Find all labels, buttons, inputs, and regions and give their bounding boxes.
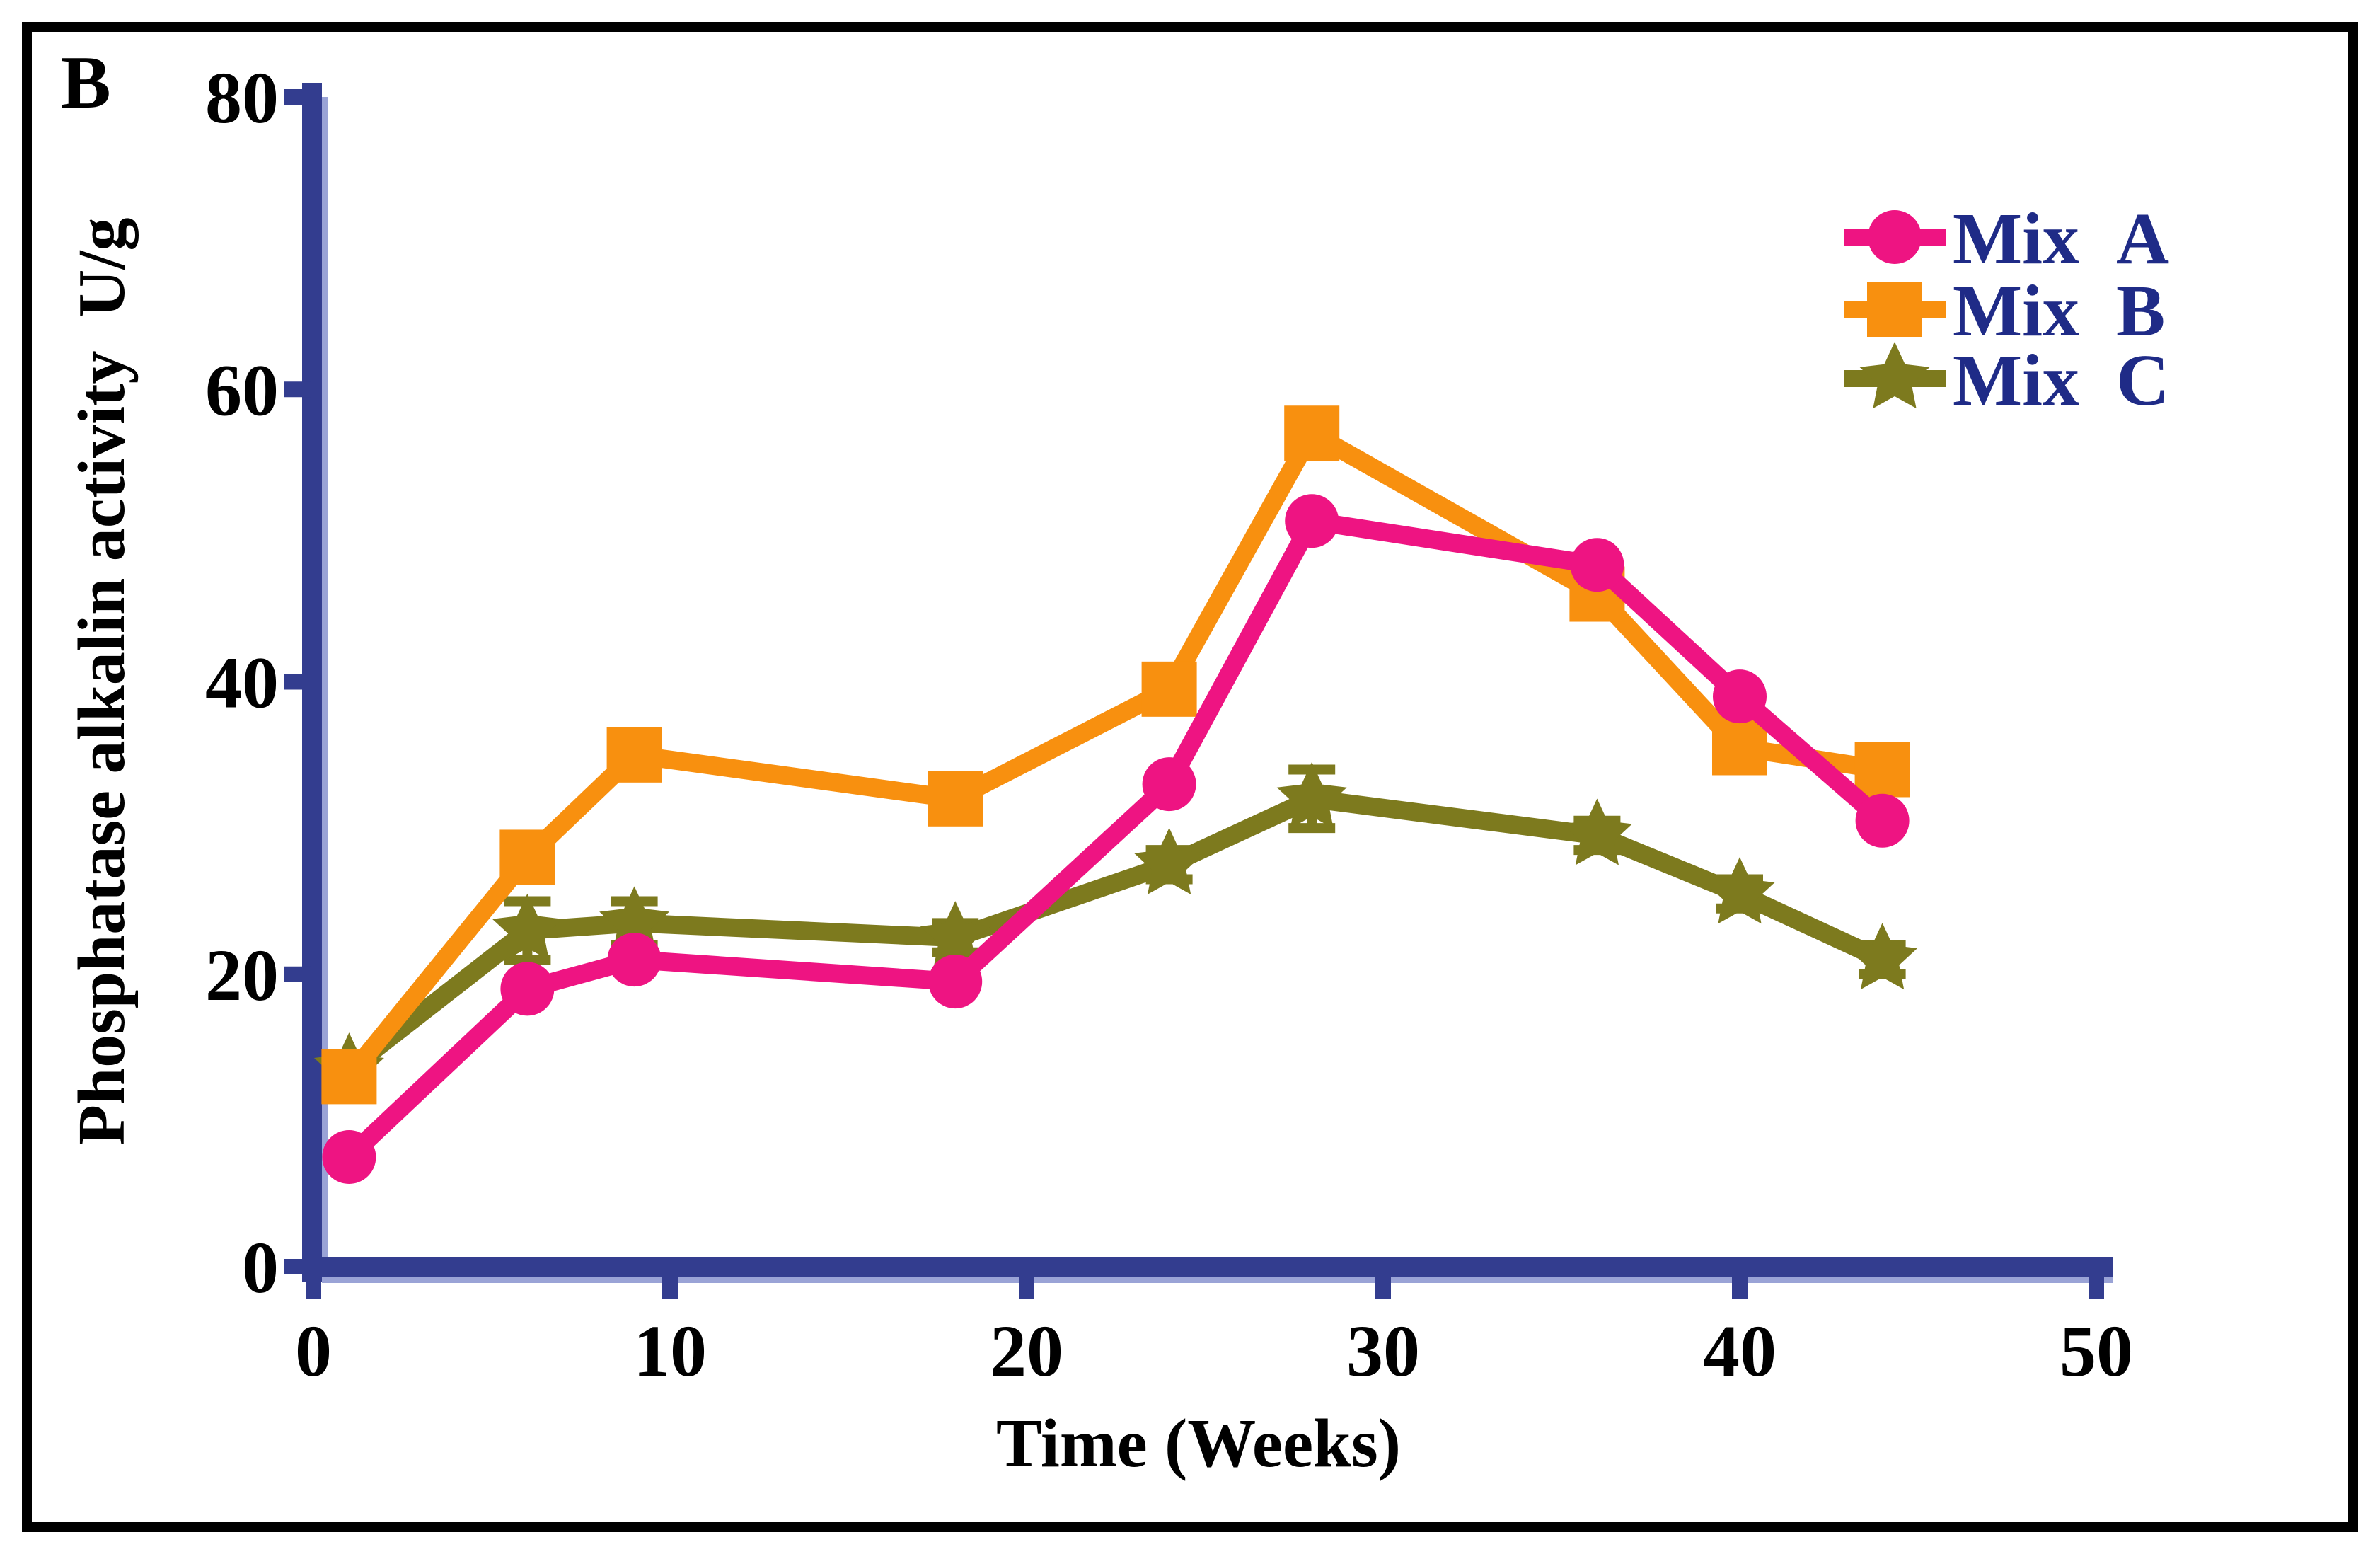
marker-mix-c [599, 886, 670, 953]
axes: 0 20 40 60 80 0 10 20 30 40 50 [205, 57, 2133, 1392]
y-tick-label: 60 [205, 350, 279, 431]
y-axis-title: Phosphatase alkalin activity U/g [65, 218, 139, 1146]
marker-mix-b [1284, 405, 1340, 461]
marker-mix-b [321, 1049, 377, 1105]
marker-mix-a [1285, 494, 1339, 548]
y-tick [284, 966, 311, 982]
legend-label: Mix C [1953, 340, 2169, 421]
marker-mix-b [606, 727, 662, 783]
marker-mix-a [322, 1130, 376, 1185]
x-axis-title: Time (Weeks) [996, 1405, 1401, 1481]
marker-mix-c [1561, 798, 1632, 865]
marker-mix-a [1142, 757, 1196, 812]
x-tick [1732, 1274, 1748, 1299]
x-tick-label: 50 [2060, 1311, 2133, 1392]
marker-mix-b [1141, 661, 1197, 717]
y-tick-label: 40 [205, 643, 279, 724]
marker-mix-b [1712, 720, 1767, 776]
plot-area [313, 405, 1918, 1185]
legend-marker-circle-icon [1868, 210, 1922, 264]
marker-mix-b [499, 829, 555, 885]
y-axis-highlight [322, 97, 328, 1267]
marker-mix-c [1704, 857, 1775, 924]
marker-mix-a [607, 933, 662, 987]
marker-mix-c [1847, 923, 1918, 990]
marker-mix-b [1854, 742, 1910, 798]
marker-mix-a [1713, 669, 1767, 724]
panel-label: B [61, 41, 111, 124]
legend-label: Mix B [1953, 270, 2165, 352]
marker-mix-a [1855, 793, 1910, 848]
marker-mix-a [500, 962, 555, 1016]
y-tick [284, 89, 311, 105]
marker-mix-c [920, 901, 990, 968]
y-tick [284, 1259, 311, 1274]
x-tick [306, 1274, 321, 1299]
x-tick-label: 30 [1346, 1311, 1420, 1392]
marker-mix-c [492, 893, 562, 960]
legend-marker-star-icon [1859, 342, 1930, 409]
x-tick-label: 40 [1703, 1311, 1777, 1392]
y-tick-label: 80 [205, 57, 279, 139]
legend-label: Mix A [1953, 198, 2169, 280]
x-tick [1019, 1274, 1034, 1299]
marker-mix-a [1570, 538, 1624, 592]
y-tick-label: 0 [242, 1227, 279, 1308]
marker-mix-a [928, 955, 983, 1009]
marker-mix-b [928, 771, 983, 827]
y-tick [284, 674, 311, 690]
legend-marker-square-icon [1867, 282, 1922, 337]
x-tick-label: 20 [990, 1311, 1063, 1392]
x-tick [2089, 1274, 2104, 1299]
x-axis-line [302, 1257, 2113, 1277]
x-tick-label: 0 [295, 1311, 332, 1392]
y-tick [284, 381, 311, 398]
x-tick-label: 10 [633, 1311, 707, 1392]
y-tick-label: 20 [205, 935, 279, 1016]
marker-mix-c [1276, 761, 1347, 829]
x-tick [1375, 1274, 1391, 1299]
x-axis-highlight [322, 1277, 2113, 1283]
marker-mix-c [1134, 827, 1205, 894]
x-tick [662, 1274, 678, 1299]
